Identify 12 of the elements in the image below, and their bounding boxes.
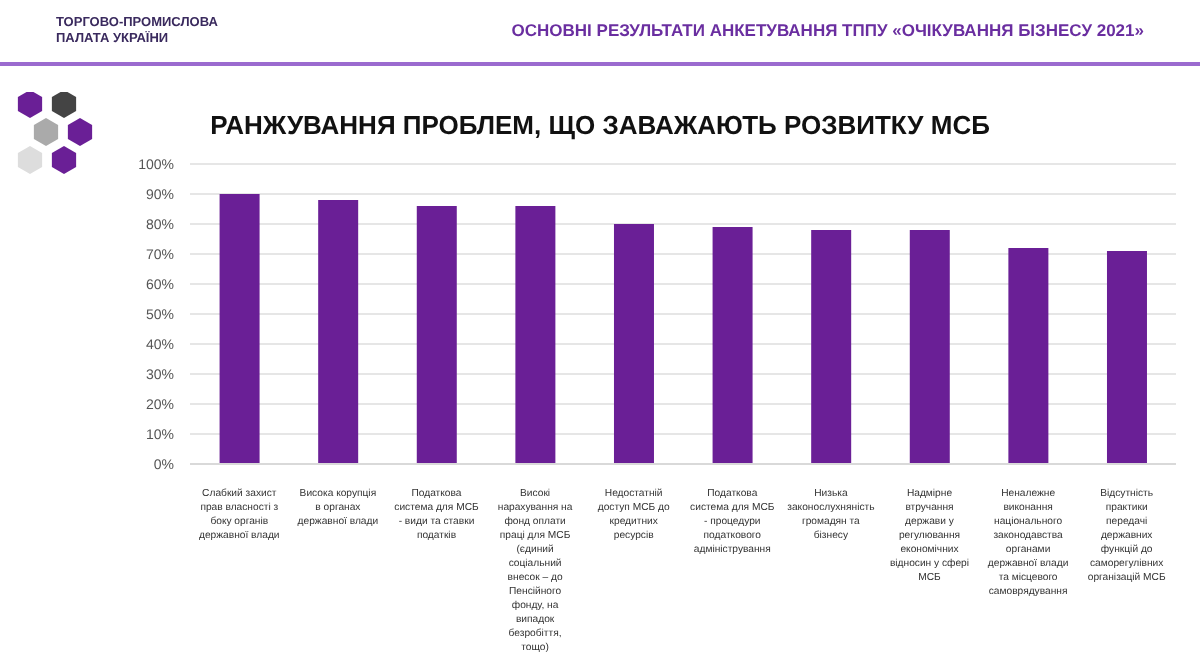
bar (811, 230, 852, 464)
bar (712, 227, 753, 464)
bar (613, 224, 654, 464)
chart-subtitle: ОСНОВНІ РЕЗУЛЬТАТИ АНКЕТУВАННЯ ТППУ «ОЧІКУВАННЯ БІЗНЕСУ 2021» (511, 20, 1144, 40)
chart-title: РАНЖУВАННЯ ПРОБЛЕМ, ЩО ЗАВАЖАЮТЬ РОЗВИТКУ МСБ (208, 110, 992, 140)
bar (515, 206, 556, 464)
bar (1008, 248, 1049, 464)
bar (1106, 251, 1147, 464)
bar (416, 206, 457, 464)
bar (219, 194, 260, 464)
bar (909, 230, 950, 464)
bar (318, 200, 359, 464)
